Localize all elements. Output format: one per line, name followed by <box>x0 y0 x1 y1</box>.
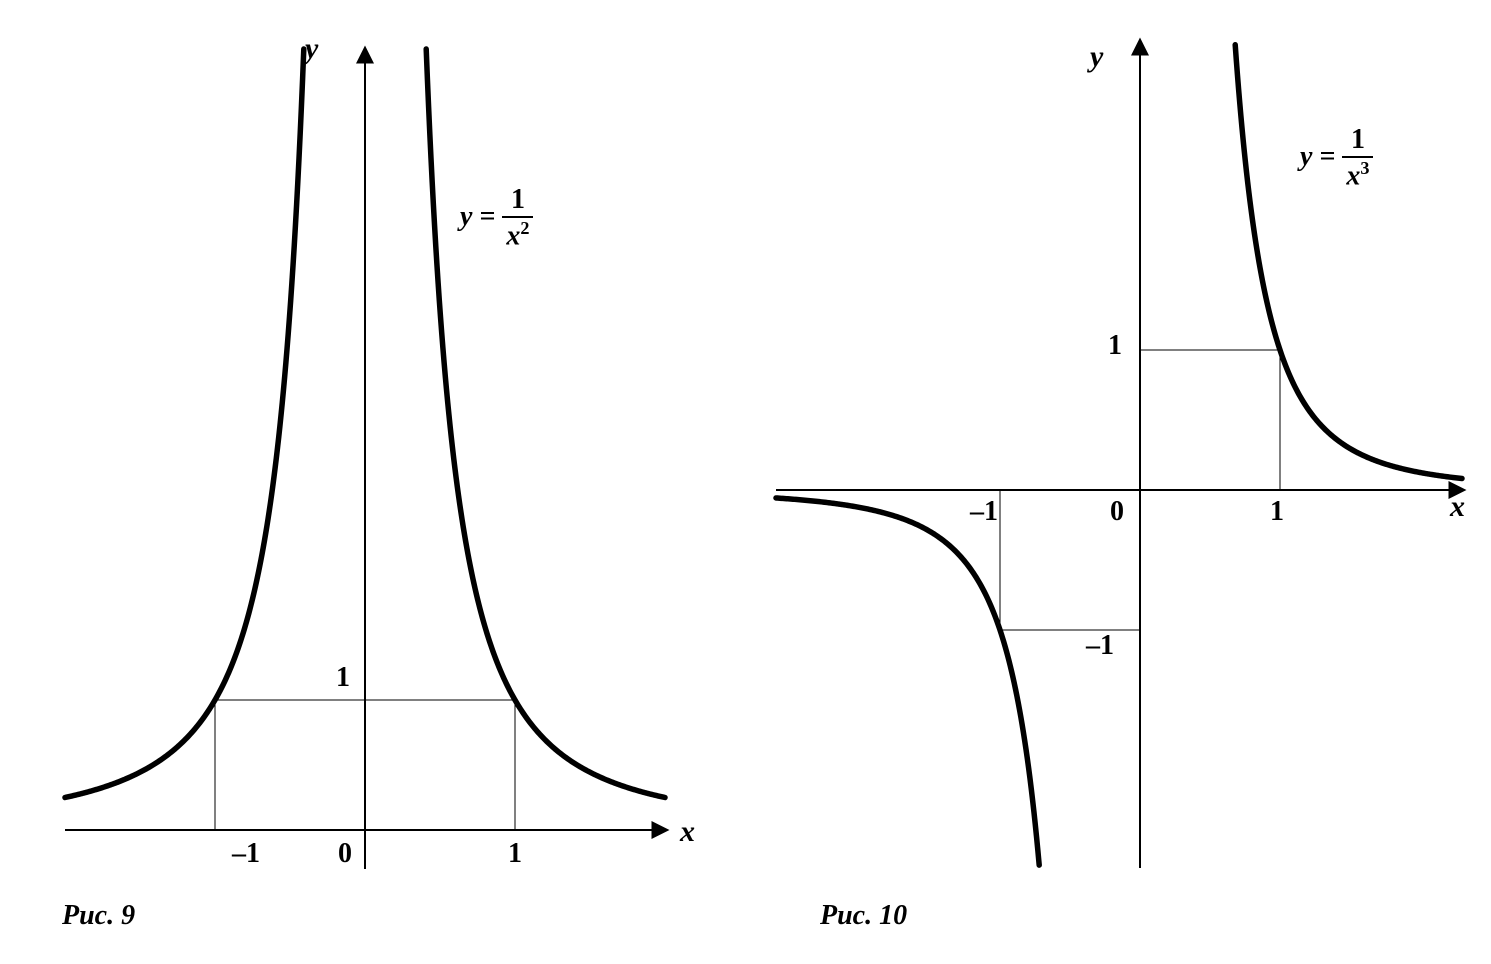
y-axis-label-left: y <box>305 32 318 66</box>
caption-left: Рис. 9 <box>62 900 135 932</box>
eq-num-left: 1 <box>502 185 533 218</box>
x-axis-label-right: x <box>1450 490 1465 524</box>
y-axis-label-right: y <box>1090 40 1103 74</box>
tick-one-x-right: 1 <box>1270 496 1284 528</box>
tick-one-y-right: 1 <box>1108 330 1122 362</box>
axes-left <box>65 62 653 869</box>
tick-neg1-left: –1 <box>232 838 260 870</box>
eq-frac-left: 1 x2 <box>502 185 533 252</box>
tick-one-y-left: 1 <box>336 662 350 694</box>
tick-one-x-left: 1 <box>508 838 522 870</box>
tick-zero-left: 0 <box>338 838 352 870</box>
caption-right: Рис. 10 <box>820 900 907 932</box>
tick-zero-right: 0 <box>1110 496 1124 528</box>
x-axis-label-left: x <box>680 815 695 849</box>
eq-den-left: x2 <box>502 218 533 252</box>
eq-lhs-left: y = <box>460 201 495 232</box>
tick-neg1-y-right: –1 <box>1086 630 1114 662</box>
eq-frac-right: 1 x3 <box>1342 125 1373 192</box>
eq-den-right: x3 <box>1342 158 1373 192</box>
equation-right: y = 1 x3 <box>1300 125 1373 192</box>
equation-left: y = 1 x2 <box>460 185 533 252</box>
eq-num-right: 1 <box>1342 125 1373 158</box>
chart-left: y x –1 0 1 1 y = 1 x2 <box>40 20 690 880</box>
chart-right: y x –1 0 1 1 –1 y = 1 x3 <box>770 30 1470 890</box>
eq-lhs-right: y = <box>1300 141 1335 172</box>
tick-neg1-x-right: –1 <box>970 496 998 528</box>
chart-left-svg <box>40 20 690 880</box>
